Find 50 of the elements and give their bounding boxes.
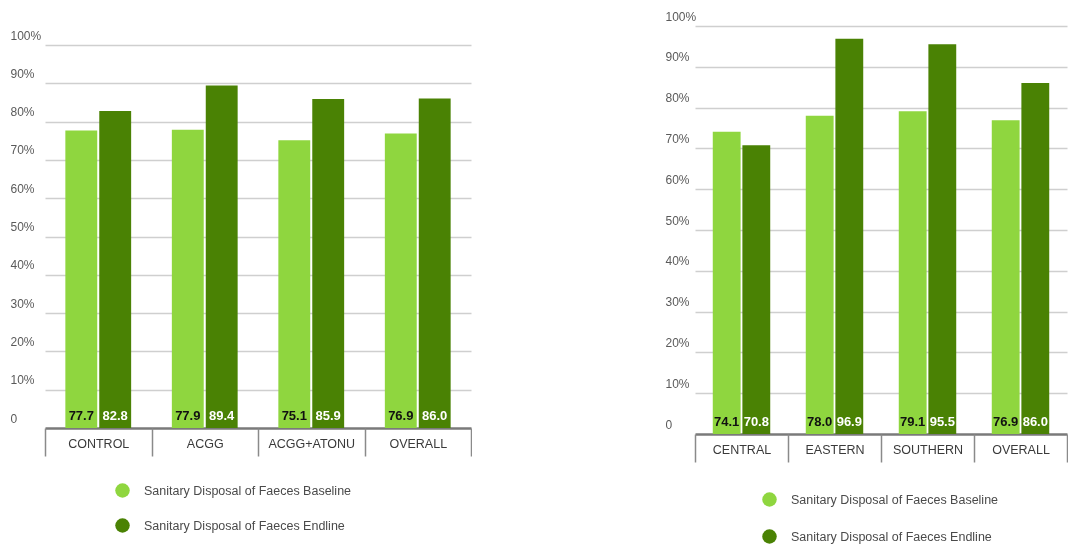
data-label: 79.1 — [900, 414, 926, 429]
data-label: 76.9 — [993, 414, 1019, 429]
y-tick-label: 20% — [10, 334, 35, 349]
data-label: 86.0 — [422, 408, 448, 423]
x-tick-label: OVERALL — [992, 442, 1050, 457]
y-tick-label: 40% — [10, 258, 35, 273]
x-tick-label: CONTROL — [68, 436, 130, 451]
y-tick-label: 80% — [665, 91, 690, 106]
data-label: 75.1 — [281, 408, 307, 423]
data-label: 96.9 — [836, 414, 862, 429]
y-tick-label: 70% — [665, 131, 690, 146]
y-tick-label: 70% — [10, 143, 35, 158]
y-tick-label: 60% — [665, 172, 690, 187]
y-tick-label: 80% — [10, 105, 35, 120]
legend-label: Sanitary Disposal of Faeces Baseline — [144, 483, 352, 498]
data-label: 89.4 — [209, 408, 236, 423]
y-tick-label: 100% — [665, 9, 697, 24]
data-label: 82.8 — [102, 408, 128, 423]
y-tick-label: 90% — [665, 50, 690, 65]
data-label: 77.9 — [175, 408, 201, 423]
data-label: 95.5 — [929, 414, 955, 429]
x-tick-label: EASTERN — [805, 442, 865, 457]
x-tick-label: CENTRAL — [712, 442, 772, 457]
x-tick-label: SOUTHERN — [892, 442, 964, 457]
y-tick-label: 60% — [10, 181, 35, 196]
data-label: 78.0 — [807, 414, 833, 429]
y-tick-label: 10% — [10, 373, 35, 388]
x-tick-label: OVERALL — [389, 436, 448, 451]
data-label: 86.0 — [1022, 414, 1048, 429]
data-label: 85.9 — [315, 408, 341, 423]
x-tick-label: ACGG — [186, 436, 224, 451]
y-tick-label: 100% — [10, 28, 42, 43]
data-label: 77.7 — [68, 408, 94, 423]
y-tick-label: 30% — [10, 296, 35, 311]
legend-label: Sanitary Disposal of Faeces Endline — [791, 529, 992, 544]
y-tick-label: 0 — [665, 417, 673, 432]
data-label: 76.9 — [388, 408, 414, 423]
y-tick-label: 0 — [10, 411, 18, 426]
y-tick-label: 40% — [665, 254, 690, 269]
x-tick-label: ACGG+ATONU — [268, 436, 356, 451]
y-tick-label: 50% — [10, 220, 35, 234]
legend-label: Sanitary Disposal of Faeces Endline — [144, 518, 345, 533]
legend-label: Sanitary Disposal of Faeces Baseline — [791, 492, 999, 507]
data-label: 74.1 — [714, 414, 740, 429]
y-tick-label: 20% — [665, 335, 690, 350]
y-tick-label: 10% — [665, 376, 690, 391]
y-tick-label: 30% — [665, 295, 690, 310]
y-tick-label: 90% — [10, 66, 35, 81]
y-tick-label: 50% — [665, 213, 690, 228]
data-label: 70.8 — [743, 414, 769, 429]
